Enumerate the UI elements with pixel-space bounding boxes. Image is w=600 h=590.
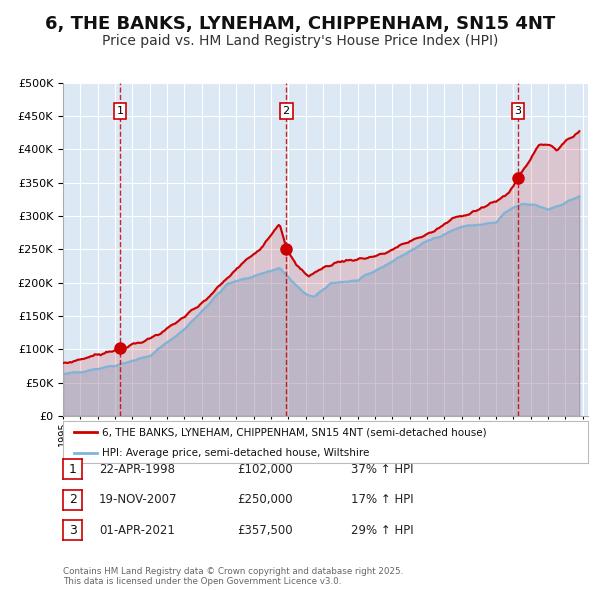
Text: 2: 2: [283, 106, 290, 116]
Text: 19-NOV-2007: 19-NOV-2007: [99, 493, 178, 506]
Text: £357,500: £357,500: [237, 524, 293, 537]
Text: HPI: Average price, semi-detached house, Wiltshire: HPI: Average price, semi-detached house,…: [103, 448, 370, 457]
Text: £250,000: £250,000: [237, 493, 293, 506]
Text: Price paid vs. HM Land Registry's House Price Index (HPI): Price paid vs. HM Land Registry's House …: [102, 34, 498, 48]
Text: 2: 2: [68, 493, 77, 506]
Text: 1: 1: [68, 463, 77, 476]
Text: 22-APR-1998: 22-APR-1998: [99, 463, 175, 476]
Text: £102,000: £102,000: [237, 463, 293, 476]
Text: 29% ↑ HPI: 29% ↑ HPI: [351, 524, 413, 537]
Text: 3: 3: [68, 524, 77, 537]
Text: 17% ↑ HPI: 17% ↑ HPI: [351, 493, 413, 506]
Text: 3: 3: [514, 106, 521, 116]
Text: 6, THE BANKS, LYNEHAM, CHIPPENHAM, SN15 4NT (semi-detached house): 6, THE BANKS, LYNEHAM, CHIPPENHAM, SN15 …: [103, 427, 487, 437]
Text: 1: 1: [116, 106, 124, 116]
Text: 6, THE BANKS, LYNEHAM, CHIPPENHAM, SN15 4NT: 6, THE BANKS, LYNEHAM, CHIPPENHAM, SN15 …: [45, 15, 555, 33]
Text: Contains HM Land Registry data © Crown copyright and database right 2025.
This d: Contains HM Land Registry data © Crown c…: [63, 567, 403, 586]
Text: 01-APR-2021: 01-APR-2021: [99, 524, 175, 537]
Text: 37% ↑ HPI: 37% ↑ HPI: [351, 463, 413, 476]
